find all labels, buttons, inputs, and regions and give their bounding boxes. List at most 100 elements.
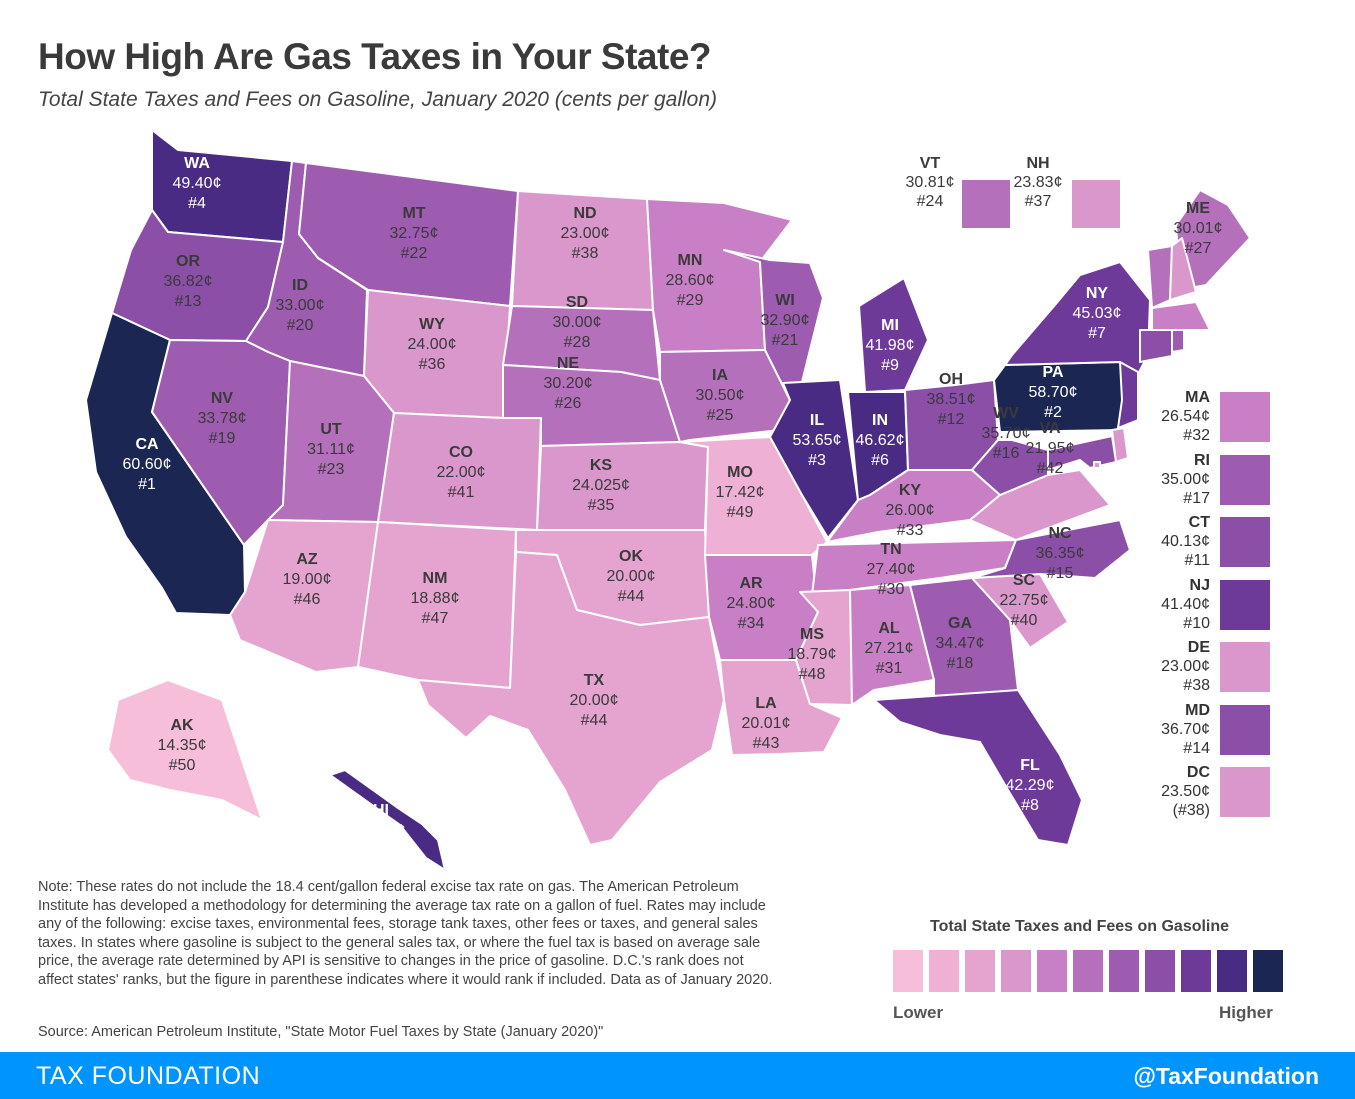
state-label-ny: NY 45.03¢ #7 [1073, 285, 1122, 342]
side-item-rank: (#38) [1172, 802, 1210, 819]
side-item-ct: CT 40.13¢ #11 [1130, 513, 1270, 575]
state-shape-wy [363, 289, 511, 419]
state-label-ok: OK 20.00¢ #44 [607, 548, 656, 605]
state-shape-fl [873, 689, 1083, 846]
side-item-abbr: DC [1186, 764, 1210, 781]
side-item-value: 35.00¢ [1161, 470, 1210, 488]
state-label-tx: TX 20.00¢ #44 [570, 672, 619, 729]
state-label-nm: NM 18.88¢ #47 [411, 570, 460, 627]
side-item-dc: DC 23.50¢ (#38) [1130, 763, 1270, 825]
side-item-swatch [1220, 454, 1270, 505]
state-label-ks: KS 24.025¢ #35 [572, 457, 630, 514]
side-item-de: DE 23.00¢ #38 [1130, 638, 1270, 700]
state-shape-nj [1117, 361, 1139, 429]
state-label-vt: VT 30.81¢ #24 [906, 155, 955, 210]
state-label-fl: FL 42.29¢ #8 [1006, 757, 1055, 814]
side-item-value: 36.70¢ [1161, 720, 1210, 738]
legend-title: Total State Taxes and Fees on Gasoline [930, 918, 1230, 935]
state-shape-il [769, 379, 859, 539]
swatch-vt [962, 180, 1010, 228]
legend-swatch [929, 950, 959, 992]
side-item-value: 23.00¢ [1161, 658, 1210, 675]
side-item-text: DC 23.50¢ (#38) [1130, 763, 1210, 820]
side-item-md: MD 36.70¢ #14 [1130, 701, 1270, 763]
us-choropleth-map: WA 49.40¢ #4 OR 36.82¢ #13 CA 60.60¢ #1 ID 33.00¢ #… [85, 129, 1251, 871]
state-shape-dc [1093, 461, 1101, 469]
side-item-value: 41.40¢ [1161, 595, 1210, 613]
state-label-mo: MO 17.42¢ #49 [716, 464, 765, 521]
legend-swatch [1037, 950, 1067, 992]
legend-swatch [1253, 950, 1283, 992]
side-item-abbr: RI [1194, 451, 1210, 469]
legend-color-scale [893, 950, 1283, 992]
side-item-swatch [1220, 579, 1270, 630]
state-label-nc: NC 36.35¢ #15 [1036, 525, 1085, 582]
state-label-hi: HI 48.37¢ #5 [357, 802, 406, 859]
side-item-rank: #17 [1183, 489, 1210, 507]
side-item-swatch [1220, 392, 1270, 442]
side-item-text: MD 36.70¢ #14 [1130, 701, 1210, 758]
state-shape-nc [971, 519, 1131, 579]
side-item-value: 40.13¢ [1161, 533, 1210, 550]
side-item-rank: #32 [1183, 427, 1210, 444]
state-label-ut: UT 31.11¢ #23 [307, 421, 355, 478]
state-shape-nh [1169, 237, 1197, 301]
state-label-ga: GA 34.47¢ #18 [936, 615, 985, 672]
legend-swatch [1145, 950, 1175, 992]
side-item-swatch [1220, 767, 1270, 817]
legend-swatch [965, 950, 995, 992]
footer-bar: TAX FOUNDATION @TaxFoundation [0, 1052, 1355, 1099]
footer-brand: TAX FOUNDATION [36, 1062, 261, 1090]
state-label-ia: IA 30.50¢ #25 [696, 367, 745, 424]
side-item-text: DE 23.00¢ #38 [1130, 638, 1210, 695]
side-item-abbr: CT [1188, 514, 1210, 531]
state-label-ms: MS 18.79¢ #48 [788, 626, 837, 683]
legend-swatch [1181, 950, 1211, 992]
side-item-rank: #14 [1183, 739, 1210, 757]
side-item-text: MA 26.54¢ #32 [1130, 388, 1210, 445]
state-shape-ri [1171, 329, 1185, 353]
state-label-wa: WA 49.40¢ #4 [173, 155, 222, 212]
note-text: Note: These rates do not include the 18.… [38, 879, 773, 988]
state-label-wy: WY 24.00¢ #36 [408, 316, 457, 373]
state-label-or: OR 36.82¢ #13 [164, 253, 213, 310]
state-shape-mi [858, 277, 929, 393]
state-label-ca: CA 60.60¢ #1 [123, 436, 172, 493]
state-shape-ma [1151, 301, 1211, 331]
side-item-swatch [1220, 642, 1270, 692]
state-label-ak: AK 14.35¢ #50 [158, 717, 207, 774]
side-item-abbr: DE [1187, 639, 1210, 656]
state-label-mt: MT 32.75¢ #22 [390, 205, 439, 262]
state-label-ky: KY 26.00¢ #33 [886, 482, 935, 539]
side-item-ma: MA 26.54¢ #32 [1130, 388, 1270, 450]
state-label-mi: MI 41.98¢ #9 [866, 317, 915, 374]
side-item-value: 26.54¢ [1161, 408, 1210, 425]
state-shape-tn [811, 539, 1017, 596]
state-label-nv: NV 33.78¢ #19 [198, 390, 247, 447]
legend-swatch [1217, 950, 1247, 992]
state-label-sd: SD 30.00¢ #28 [553, 294, 602, 351]
state-label-mn: MN 28.60¢ #29 [666, 252, 715, 309]
state-shape-ct [1139, 329, 1173, 363]
state-label-ar: AR 24.80¢ #34 [727, 575, 776, 632]
state-shape-vt [1147, 245, 1173, 309]
side-item-ri: RI 35.00¢ #17 [1130, 451, 1270, 513]
state-label-pa: PA 58.70¢ #2 [1029, 364, 1078, 421]
state-label-va: VA 21.95¢ #42 [1026, 420, 1075, 477]
side-item-abbr: MA [1185, 389, 1210, 406]
state-shape-tx [417, 551, 725, 846]
state-label-nh: NH 23.83¢ #37 [1014, 155, 1063, 210]
footer-handle[interactable]: @TaxFoundation [1133, 1063, 1319, 1089]
state-label-oh: OH 38.51¢ #12 [927, 371, 976, 428]
side-item-abbr: NJ [1189, 576, 1210, 594]
legend-high-label: Higher [1219, 1003, 1273, 1022]
state-label-az: AZ 19.00¢ #46 [283, 551, 332, 608]
side-item-abbr: MD [1185, 701, 1210, 719]
page-title: How High Are Gas Taxes in Your State? [38, 36, 712, 77]
side-item-swatch [1220, 704, 1270, 755]
side-item-text: CT 40.13¢ #11 [1130, 513, 1210, 570]
state-label-me: ME 30.01¢ #27 [1174, 200, 1223, 257]
side-item-rank: #11 [1184, 552, 1210, 569]
state-label-co: CO 22.00¢ #41 [437, 444, 486, 501]
side-item-text: RI 35.00¢ #17 [1130, 451, 1210, 508]
